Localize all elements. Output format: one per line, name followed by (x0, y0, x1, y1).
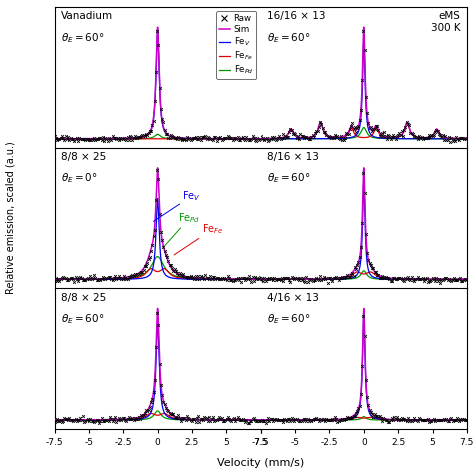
Text: eMS
300 K: eMS 300 K (431, 11, 461, 33)
Text: 8/8 × 25: 8/8 × 25 (61, 292, 106, 302)
Text: 8/16 × 13: 8/16 × 13 (267, 152, 319, 162)
Text: Relative emission, scaled (a.u.): Relative emission, scaled (a.u.) (5, 142, 16, 294)
Text: Fe$_{Pd}$: Fe$_{Pd}$ (164, 211, 201, 246)
Text: Fe$_V$: Fe$_V$ (154, 189, 201, 221)
Text: 4/16 × 13: 4/16 × 13 (267, 292, 319, 302)
Text: $\theta_E = 60°$: $\theta_E = 60°$ (61, 31, 104, 45)
Text: $\theta_E = 60°$: $\theta_E = 60°$ (267, 31, 310, 45)
Text: $\theta_E = 60°$: $\theta_E = 60°$ (61, 312, 104, 326)
Text: 8/8 × 25: 8/8 × 25 (61, 152, 106, 162)
Text: $\theta_E = 0°$: $\theta_E = 0°$ (61, 172, 98, 185)
Text: $\theta_E = 60°$: $\theta_E = 60°$ (267, 172, 310, 185)
Text: 16/16 × 13: 16/16 × 13 (267, 11, 325, 21)
Text: Fe$_{Fe}$: Fe$_{Fe}$ (174, 223, 223, 255)
Text: Velocity (mm/s): Velocity (mm/s) (217, 458, 304, 468)
Text: Vanadium: Vanadium (61, 11, 113, 21)
Legend: Raw, Sim, Fe$_V$, Fe$_{Fe}$, Fe$_{Pd}$: Raw, Sim, Fe$_V$, Fe$_{Fe}$, Fe$_{Pd}$ (216, 11, 256, 79)
Text: $\theta_E = 60°$: $\theta_E = 60°$ (267, 312, 310, 326)
